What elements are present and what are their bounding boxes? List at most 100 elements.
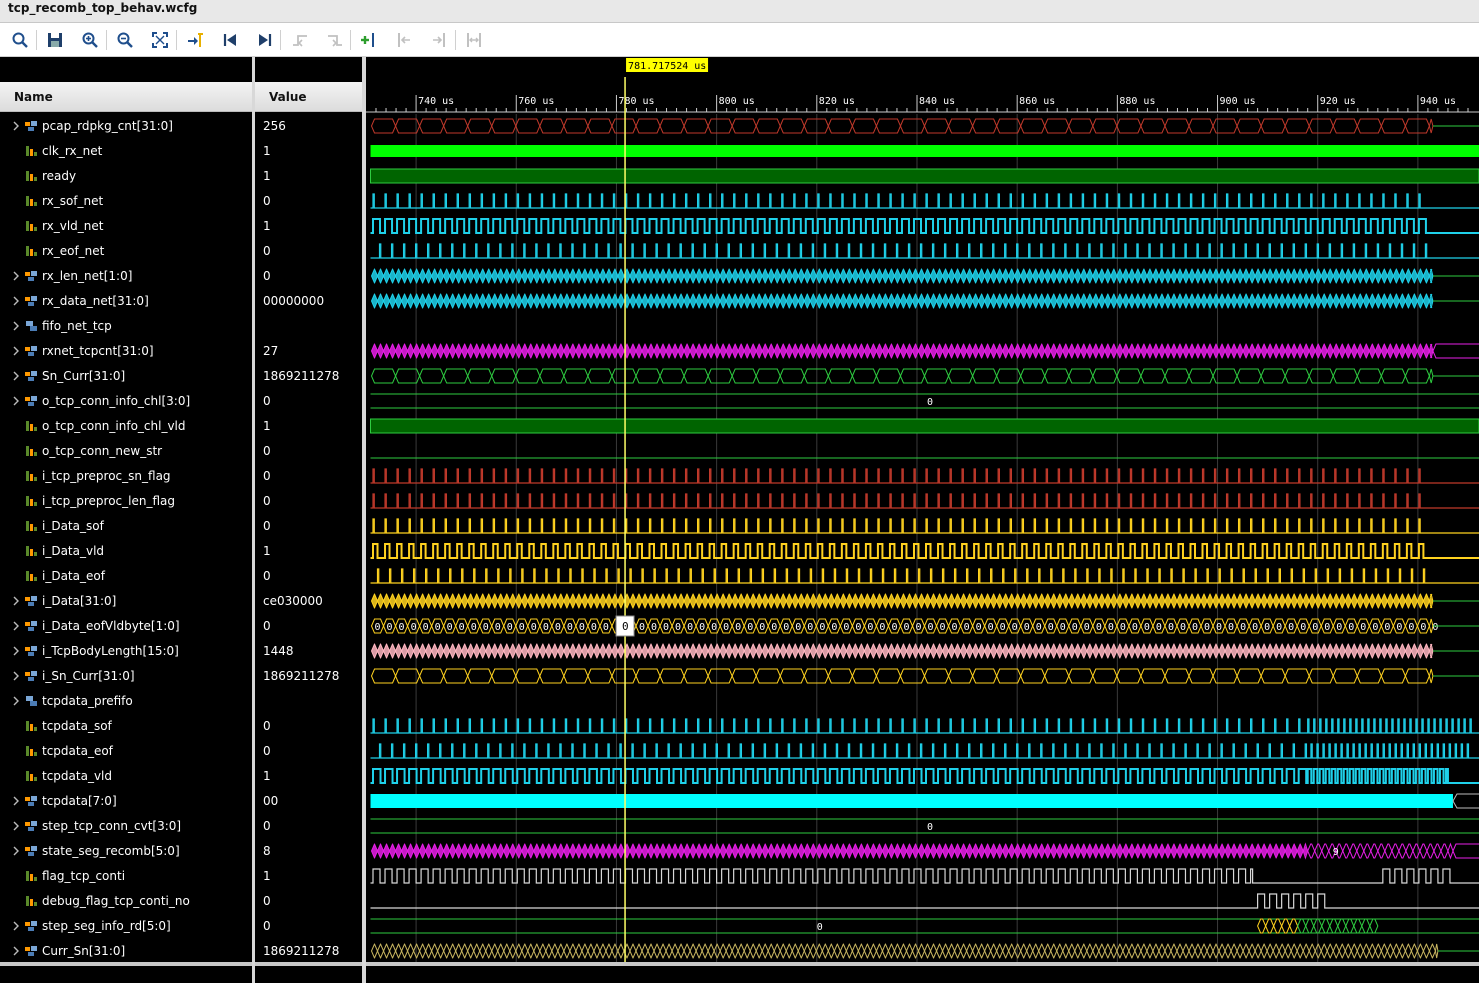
chevron-right-icon[interactable] <box>11 920 21 932</box>
signal-row[interactable]: o_tcp_conn_info_chl_vld <box>0 414 252 439</box>
chevron-right-icon[interactable] <box>11 320 21 332</box>
signal-row[interactable]: i_Data_eofVldbyte[1:0] <box>0 614 252 639</box>
signal-row[interactable]: rx_eof_net <box>0 239 252 264</box>
waveform-scrollbar[interactable] <box>366 962 1479 966</box>
chevron-right-icon[interactable] <box>11 820 21 832</box>
bus-segment-fill <box>978 594 985 608</box>
bus-segment-fill <box>437 844 444 858</box>
bus-segment-fill <box>539 644 546 658</box>
signal-row[interactable]: flag_tcp_conti <box>0 864 252 889</box>
signal-row[interactable]: clk_rx_net <box>0 139 252 164</box>
bus-segment-fill <box>593 594 600 608</box>
bus-segment <box>599 943 607 959</box>
swap-cursors-button[interactable] <box>463 29 485 51</box>
bus-segment <box>1308 668 1334 684</box>
signal-row[interactable]: tcpdata_eof <box>0 739 252 764</box>
signal-row[interactable]: i_Data_vld <box>0 539 252 564</box>
toolbar-separator <box>455 30 456 50</box>
signal-row[interactable]: Sn_Curr[31:0] <box>0 364 252 389</box>
signal-type-icon <box>25 270 38 282</box>
bus-segment-fill <box>1128 644 1135 658</box>
bus-segment-fill <box>1080 269 1087 283</box>
waveform-splitter[interactable] <box>362 57 366 983</box>
chevron-right-icon[interactable] <box>11 345 21 357</box>
signal-row[interactable]: tcpdata[7:0] <box>0 789 252 814</box>
go-to-cursor-button[interactable] <box>184 29 206 51</box>
signal-row[interactable]: ready <box>0 164 252 189</box>
save-button[interactable] <box>44 29 66 51</box>
signal-row[interactable]: tcpdata_prefifo <box>0 689 252 714</box>
bus-segment <box>563 943 571 959</box>
zoom-out-button[interactable] <box>114 29 136 51</box>
bus-segment-fill <box>948 644 955 658</box>
signal-row[interactable]: fifo_net_tcp <box>0 314 252 339</box>
bus-segment-fill <box>587 294 594 308</box>
signal-row[interactable]: step_seg_info_rd[5:0] <box>0 914 252 939</box>
signal-row[interactable]: rx_vld_net <box>0 214 252 239</box>
signal-row[interactable]: rx_len_net[1:0] <box>0 264 252 289</box>
name-panel-scrollbar[interactable] <box>0 962 252 966</box>
chevron-right-icon[interactable] <box>11 695 21 707</box>
bus-segment-fill <box>948 344 955 358</box>
previous-marker-button[interactable] <box>393 29 415 51</box>
signal-row[interactable]: Curr_Sn[31:0] <box>0 939 252 964</box>
search-button[interactable] <box>9 29 31 51</box>
column-splitter[interactable] <box>252 57 255 983</box>
chevron-right-icon[interactable] <box>11 120 21 132</box>
signal-row[interactable]: i_TcpBodyLength[15:0] <box>0 639 252 664</box>
signal-row[interactable]: tcpdata_sof <box>0 714 252 739</box>
bus-segment-fill <box>1315 294 1322 308</box>
signal-row[interactable]: tcpdata_vld <box>0 764 252 789</box>
signal-row[interactable]: i_Data[31:0] <box>0 589 252 614</box>
chevron-right-icon[interactable] <box>11 395 21 407</box>
bus-segment-fill <box>972 844 979 858</box>
waveform-canvas[interactable]: 740 us 760 us 780 us 800 us 820 us 840 us 860 … <box>366 57 1479 983</box>
signal-row[interactable]: rx_sof_net <box>0 189 252 214</box>
go-to-start-button[interactable] <box>219 29 241 51</box>
signal-row[interactable]: i_tcp_preproc_sn_flag <box>0 464 252 489</box>
bus-segment-fill <box>503 344 510 358</box>
chevron-right-icon[interactable] <box>11 670 21 682</box>
signal-value-text: 0 <box>263 469 271 483</box>
next-transition-button[interactable] <box>324 29 346 51</box>
signal-row[interactable]: o_tcp_conn_info_chl[3:0] <box>0 389 252 414</box>
zoom-fit-button[interactable] <box>149 29 171 51</box>
signal-row[interactable]: o_tcp_conn_new_str <box>0 439 252 464</box>
bus-value-label: 0 <box>867 622 873 633</box>
bus-segment-fill <box>1134 594 1141 608</box>
chevron-right-icon[interactable] <box>11 645 21 657</box>
signal-row[interactable]: i_Data_eof <box>0 564 252 589</box>
bus-segment-fill <box>1170 844 1177 858</box>
bus-segment-fill <box>1213 594 1220 608</box>
next-marker-button[interactable] <box>428 29 450 51</box>
value-column-header[interactable]: Value <box>255 82 362 112</box>
zoom-in-button[interactable] <box>79 29 101 51</box>
value-panel-scrollbar[interactable] <box>255 962 362 966</box>
previous-transition-button[interactable] <box>289 29 311 51</box>
bus-segment <box>545 943 553 959</box>
signal-row[interactable]: pcap_rdpkg_cnt[31:0] <box>0 114 252 139</box>
signal-row[interactable]: i_Sn_Curr[31:0] <box>0 664 252 689</box>
bus-segment <box>407 943 415 959</box>
chevron-right-icon[interactable] <box>11 845 21 857</box>
name-column-header[interactable]: Name <box>0 82 252 112</box>
bus-segment <box>701 943 709 959</box>
signal-row[interactable]: state_seg_recomb[5:0] <box>0 839 252 864</box>
signal-row[interactable]: rxnet_tcpcnt[31:0] <box>0 339 252 364</box>
add-marker-button[interactable] <box>358 29 380 51</box>
signal-row[interactable]: debug_flag_tcp_conti_no <box>0 889 252 914</box>
signal-row[interactable]: step_tcp_conn_cvt[3:0] <box>0 814 252 839</box>
waveform-panel[interactable]: 740 us 760 us 780 us 800 us 820 us 840 us 860 … <box>366 57 1479 983</box>
chevron-right-icon[interactable] <box>11 620 21 632</box>
go-to-end-button[interactable] <box>254 29 276 51</box>
chevron-right-icon[interactable] <box>11 295 21 307</box>
chevron-right-icon[interactable] <box>11 795 21 807</box>
chevron-right-icon[interactable] <box>11 270 21 282</box>
signal-row[interactable]: i_tcp_preproc_len_flag <box>0 489 252 514</box>
signal-row[interactable]: i_Data_sof <box>0 514 252 539</box>
signal-row[interactable]: rx_data_net[31:0] <box>0 289 252 314</box>
bus-segment-fill <box>425 644 432 658</box>
chevron-right-icon[interactable] <box>11 370 21 382</box>
chevron-right-icon[interactable] <box>11 945 21 957</box>
chevron-right-icon[interactable] <box>11 595 21 607</box>
